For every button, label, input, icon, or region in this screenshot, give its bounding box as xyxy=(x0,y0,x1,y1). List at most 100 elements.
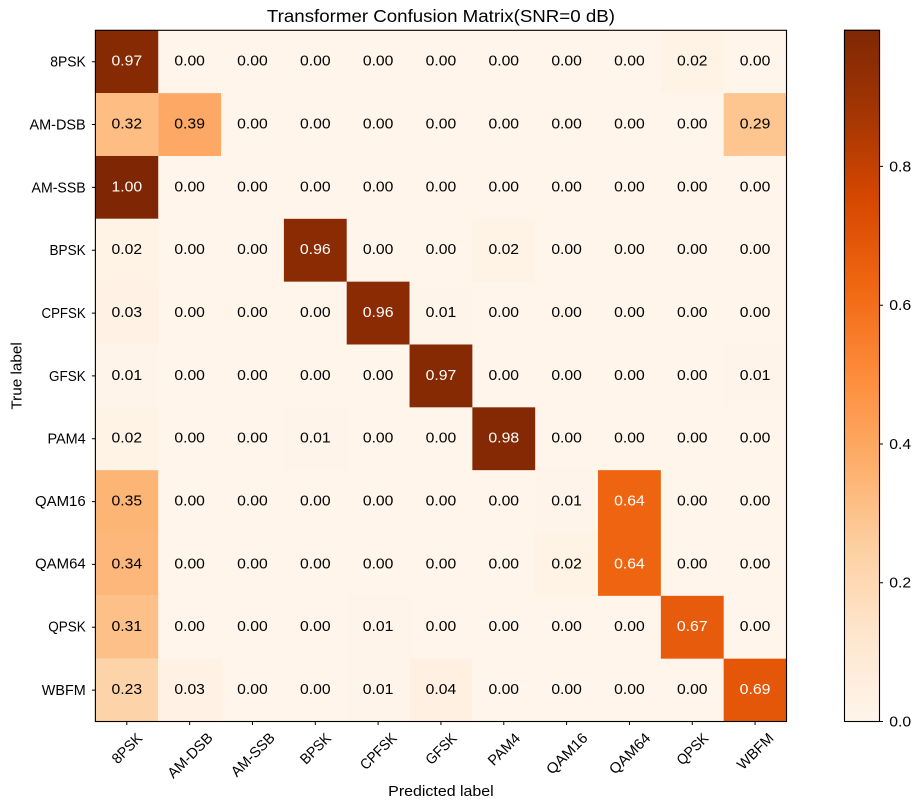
svg-text:0.00: 0.00 xyxy=(363,368,394,384)
svg-text:0.00: 0.00 xyxy=(300,368,331,384)
svg-text:0.00: 0.00 xyxy=(174,179,205,195)
svg-text:0.00: 0.00 xyxy=(237,179,268,195)
svg-text:0.23: 0.23 xyxy=(112,682,143,698)
svg-text:0.00: 0.00 xyxy=(740,431,771,447)
svg-text:0.00: 0.00 xyxy=(426,117,457,133)
svg-text:0.00: 0.00 xyxy=(489,305,520,321)
svg-text:0.00: 0.00 xyxy=(551,117,582,133)
svg-text:QAM16: QAM16 xyxy=(35,494,86,510)
svg-text:0.02: 0.02 xyxy=(112,242,143,258)
svg-text:0.4: 0.4 xyxy=(889,437,911,453)
svg-text:0.00: 0.00 xyxy=(426,179,457,195)
svg-text:0.01: 0.01 xyxy=(363,619,394,635)
svg-text:0.00: 0.00 xyxy=(237,117,268,133)
svg-text:0.00: 0.00 xyxy=(300,619,331,635)
svg-text:0.00: 0.00 xyxy=(300,179,331,195)
svg-text:0.00: 0.00 xyxy=(489,117,520,133)
svg-text:0.00: 0.00 xyxy=(489,179,520,195)
svg-text:0.00: 0.00 xyxy=(363,54,394,70)
svg-text:0.00: 0.00 xyxy=(426,242,457,258)
svg-text:0.35: 0.35 xyxy=(112,494,143,510)
svg-text:0.2: 0.2 xyxy=(889,576,911,592)
svg-text:0.00: 0.00 xyxy=(300,305,331,321)
svg-text:0.0: 0.0 xyxy=(889,714,911,730)
svg-text:0.01: 0.01 xyxy=(300,431,331,447)
svg-text:0.00: 0.00 xyxy=(174,556,205,572)
svg-text:0.00: 0.00 xyxy=(740,556,771,572)
svg-text:0.01: 0.01 xyxy=(740,368,771,384)
svg-text:0.03: 0.03 xyxy=(112,305,143,321)
svg-text:0.00: 0.00 xyxy=(426,494,457,510)
svg-text:0.97: 0.97 xyxy=(111,54,142,70)
svg-text:0.02: 0.02 xyxy=(551,556,582,572)
svg-text:0.97: 0.97 xyxy=(426,368,457,384)
svg-text:AM-SSB: AM-SSB xyxy=(32,180,86,196)
svg-text:0.02: 0.02 xyxy=(677,54,708,70)
svg-text:0.6: 0.6 xyxy=(889,298,911,314)
svg-text:0.00: 0.00 xyxy=(677,556,708,572)
svg-text:0.00: 0.00 xyxy=(551,619,582,635)
svg-text:CPFSK: CPFSK xyxy=(42,306,86,322)
svg-text:BPSK: BPSK xyxy=(50,243,86,259)
svg-text:0.00: 0.00 xyxy=(489,556,520,572)
svg-text:0.00: 0.00 xyxy=(363,117,394,133)
svg-text:0.00: 0.00 xyxy=(174,619,205,635)
svg-text:0.00: 0.00 xyxy=(174,54,205,70)
svg-text:0.00: 0.00 xyxy=(237,494,268,510)
svg-text:0.00: 0.00 xyxy=(237,431,268,447)
svg-text:0.00: 0.00 xyxy=(677,179,708,195)
svg-text:0.00: 0.00 xyxy=(489,494,520,510)
svg-text:0.00: 0.00 xyxy=(174,242,205,258)
svg-text:0.00: 0.00 xyxy=(677,242,708,258)
svg-text:0.00: 0.00 xyxy=(363,494,394,510)
svg-text:0.00: 0.00 xyxy=(300,494,331,510)
svg-text:0.00: 0.00 xyxy=(237,305,268,321)
svg-text:0.00: 0.00 xyxy=(489,54,520,70)
svg-text:0.00: 0.00 xyxy=(614,305,645,321)
svg-text:0.00: 0.00 xyxy=(614,179,645,195)
svg-text:0.00: 0.00 xyxy=(489,682,520,698)
svg-text:0.01: 0.01 xyxy=(551,494,582,510)
svg-text:0.00: 0.00 xyxy=(551,431,582,447)
svg-text:0.00: 0.00 xyxy=(174,305,205,321)
svg-text:0.00: 0.00 xyxy=(237,682,268,698)
svg-text:0.00: 0.00 xyxy=(740,242,771,258)
svg-text:0.00: 0.00 xyxy=(740,494,771,510)
svg-text:8PSK: 8PSK xyxy=(50,55,86,71)
svg-text:0.00: 0.00 xyxy=(677,117,708,133)
svg-text:0.00: 0.00 xyxy=(363,179,394,195)
svg-text:0.00: 0.00 xyxy=(300,556,331,572)
svg-text:GFSK: GFSK xyxy=(49,369,86,385)
svg-text:0.00: 0.00 xyxy=(740,179,771,195)
svg-text:0.00: 0.00 xyxy=(614,431,645,447)
svg-text:0.00: 0.00 xyxy=(614,682,645,698)
svg-text:0.00: 0.00 xyxy=(426,431,457,447)
svg-text:0.67: 0.67 xyxy=(677,619,708,635)
svg-text:0.00: 0.00 xyxy=(551,368,582,384)
svg-text:0.00: 0.00 xyxy=(614,54,645,70)
svg-text:0.00: 0.00 xyxy=(300,682,331,698)
svg-text:0.00: 0.00 xyxy=(551,54,582,70)
svg-text:0.02: 0.02 xyxy=(489,242,520,258)
svg-text:0.31: 0.31 xyxy=(111,619,142,635)
svg-text:0.00: 0.00 xyxy=(300,117,331,133)
svg-text:0.00: 0.00 xyxy=(740,305,771,321)
svg-text:True label: True label xyxy=(9,342,25,409)
svg-text:0.98: 0.98 xyxy=(488,431,519,447)
svg-text:0.00: 0.00 xyxy=(677,682,708,698)
svg-text:0.64: 0.64 xyxy=(614,556,645,572)
svg-text:1.00: 1.00 xyxy=(111,179,142,195)
svg-text:0.00: 0.00 xyxy=(237,619,268,635)
svg-text:0.00: 0.00 xyxy=(740,619,771,635)
svg-text:0.00: 0.00 xyxy=(551,682,582,698)
svg-text:0.00: 0.00 xyxy=(300,54,331,70)
svg-text:PAM4: PAM4 xyxy=(47,432,85,448)
svg-text:0.00: 0.00 xyxy=(614,117,645,133)
svg-text:0.96: 0.96 xyxy=(300,242,331,258)
svg-text:0.02: 0.02 xyxy=(112,431,143,447)
svg-text:0.01: 0.01 xyxy=(111,368,142,384)
svg-text:0.00: 0.00 xyxy=(174,494,205,510)
svg-text:0.01: 0.01 xyxy=(363,682,394,698)
svg-text:0.00: 0.00 xyxy=(237,368,268,384)
svg-text:0.00: 0.00 xyxy=(426,54,457,70)
